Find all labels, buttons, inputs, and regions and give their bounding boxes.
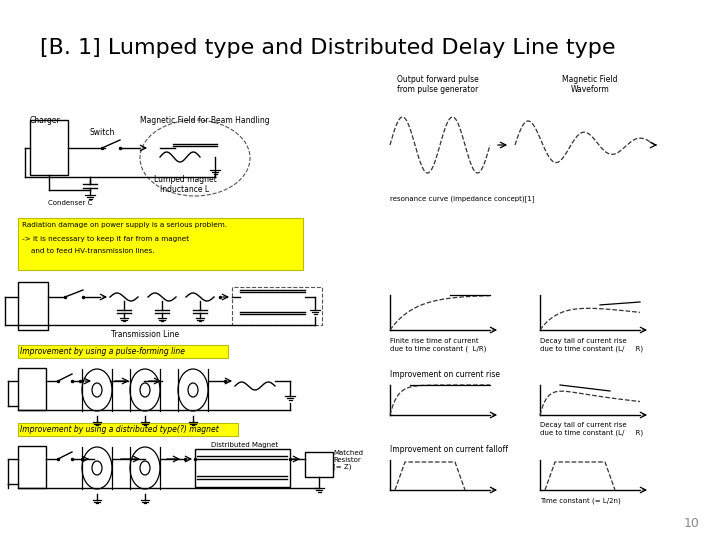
Text: Decay tail of current rise
due to time constant (L/     R): Decay tail of current rise due to time c…	[540, 338, 643, 352]
Text: Improvement on current rise: Improvement on current rise	[390, 370, 500, 379]
Text: Distributed Magnet: Distributed Magnet	[212, 442, 279, 448]
Text: Improvement on current falloff: Improvement on current falloff	[390, 445, 508, 454]
Bar	[195, 449, 290, 487]
Text: Output forward pulse
from pulse generator: Output forward pulse from pulse generato…	[397, 75, 479, 94]
Text: and to feed HV-transmission lines.: and to feed HV-transmission lines.	[22, 248, 155, 254]
Bar	[18, 345, 228, 358]
Text: Finite rise time of current
due to time constant (  L/R): Finite rise time of current due to time …	[390, 338, 487, 352]
Text: Time constant (= L/2n): Time constant (= L/2n)	[540, 497, 621, 503]
Bar	[18, 368, 46, 410]
Text: Magnetic Field for Beam Handling: Magnetic Field for Beam Handling	[140, 116, 269, 125]
Text: Improvement by using a distributed type(?) magnet: Improvement by using a distributed type(…	[20, 425, 219, 434]
Bar	[18, 423, 238, 436]
Text: -> it is necessary to keep it far from a magnet: -> it is necessary to keep it far from a…	[22, 236, 189, 242]
Bar	[18, 446, 46, 488]
Bar	[305, 452, 333, 477]
Text: Radiation damage on power supply is a serious problem.: Radiation damage on power supply is a se…	[22, 222, 227, 228]
Text: Decay tail of current rise
due to time constant (L/     R): Decay tail of current rise due to time c…	[540, 422, 643, 435]
Bar	[30, 120, 68, 175]
Text: Transmission Line: Transmission Line	[111, 330, 179, 339]
Text: Switch: Switch	[89, 128, 114, 137]
Text: 10: 10	[684, 517, 700, 530]
Text: Improvement by using a pulse-forming line: Improvement by using a pulse-forming lin…	[20, 347, 185, 356]
Text: Matched
Resistor
(= Z): Matched Resistor (= Z)	[333, 450, 363, 470]
Bar	[18, 282, 48, 330]
Bar	[232, 287, 322, 325]
Bar	[18, 218, 303, 270]
Text: [B. 1] Lumped type and Distributed Delay Line type: [B. 1] Lumped type and Distributed Delay…	[40, 38, 616, 58]
Text: Charger: Charger	[30, 116, 60, 125]
Text: Lumped magnet
Inductance L: Lumped magnet Inductance L	[153, 175, 217, 194]
Text: resonance curve (impedance concept)[1]: resonance curve (impedance concept)[1]	[390, 195, 535, 202]
Text: Magnetic Field
Waveform: Magnetic Field Waveform	[562, 75, 618, 94]
Text: Condenser C: Condenser C	[48, 200, 92, 206]
